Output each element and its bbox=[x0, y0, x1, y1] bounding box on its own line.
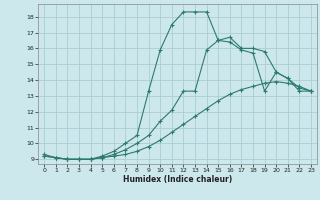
X-axis label: Humidex (Indice chaleur): Humidex (Indice chaleur) bbox=[123, 175, 232, 184]
